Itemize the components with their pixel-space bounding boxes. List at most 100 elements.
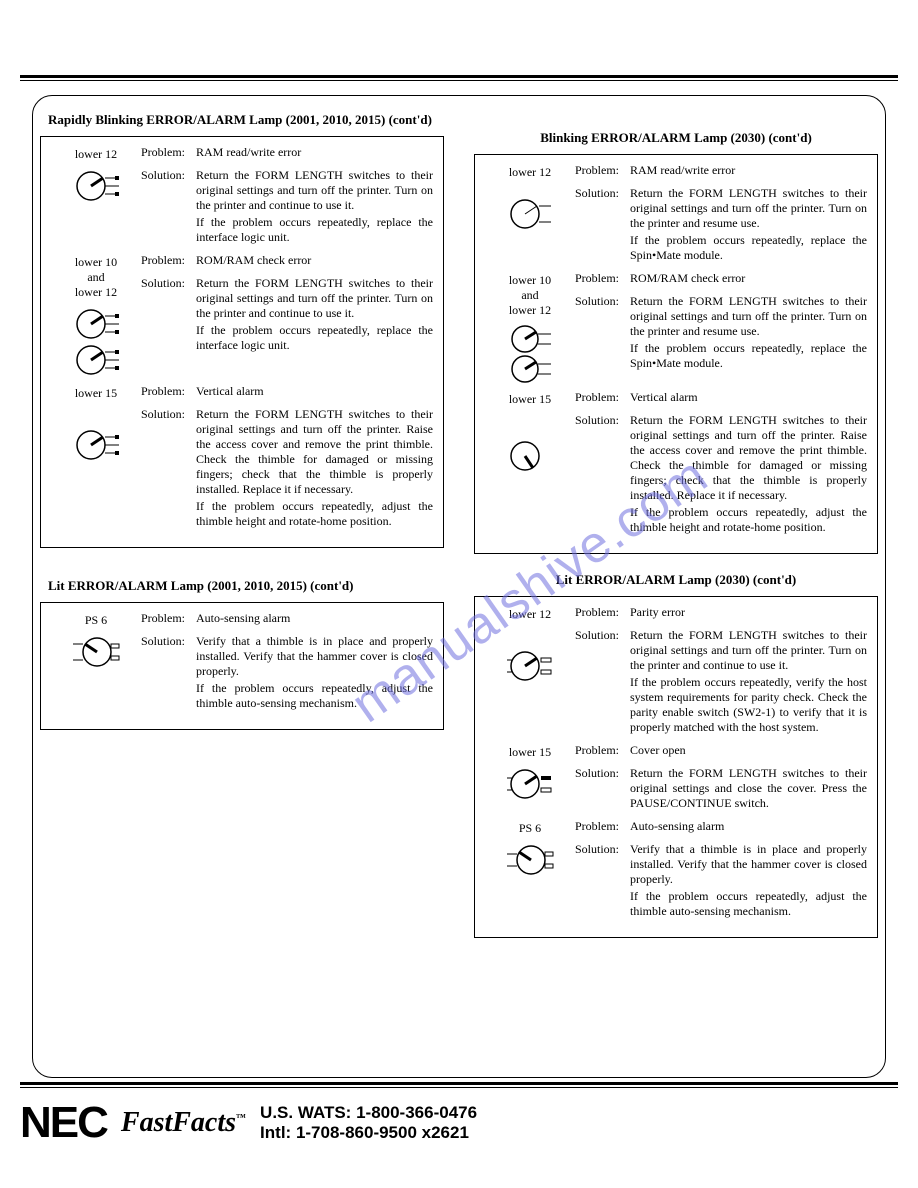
solution-label: Solution: [575,294,630,339]
problem-text: Cover open [630,743,867,758]
solution-label: Solution: [141,168,196,213]
solution-text: If the problem occurs repeatedly, adjust… [196,681,433,711]
entry: lower 12 Problem:RAM read/write error So… [485,163,867,265]
intl-label: Intl: [260,1123,291,1142]
solution-text: Return the FORM LENGTH switches to their… [196,407,433,497]
solution-label: Solution: [575,413,630,503]
dial-icon [503,766,557,802]
solution-text: Return the FORM LENGTH switches to their… [630,186,867,231]
entry: lower 15 Problem:Vertical alarm Solution… [51,384,433,531]
entry-right: Problem:Cover open Solution:Return the F… [575,743,867,813]
problem-label: Problem: [141,384,196,399]
entry-left: lower 12 [485,605,575,737]
position-label: lower 10 and lower 12 [51,255,141,300]
solution-label: Solution: [575,842,630,887]
entry-right: Problem:Vertical alarm Solution:Return t… [141,384,433,531]
entry-left: PS 6 [51,611,141,713]
problem-text: ROM/RAM check error [196,253,433,268]
solution-text: Return the FORM LENGTH switches to their… [630,628,867,673]
solution-text: Return the FORM LENGTH switches to their… [630,294,867,339]
problem-label: Problem: [141,253,196,268]
dial-icon [503,196,557,232]
solution-label: Solution: [141,407,196,497]
solution-text: Return the FORM LENGTH switches to their… [196,276,433,321]
entry-left: lower 12 [485,163,575,265]
dial-icon [69,427,123,463]
entry-right: Problem:ROM/RAM check error Solution:Ret… [575,271,867,384]
dial-icon [503,438,557,474]
problem-text: RAM read/write error [630,163,867,178]
wats-label: U.S. WATS: [260,1103,351,1122]
dial-icon [503,354,557,384]
problem-label: Problem: [141,611,196,626]
footer: NEC FastFacts™ U.S. WATS: 1-800-366-0476… [20,1098,898,1148]
solution-text: If the problem occurs repeatedly, replac… [630,341,867,371]
solution-text: If the problem occurs repeatedly, adjust… [630,889,867,919]
solution-text: Return the FORM LENGTH switches to their… [196,168,433,213]
dial-icon [69,634,123,670]
entry-right: Problem:Parity error Solution:Return the… [575,605,867,737]
entry: lower 12 Problem:Parity error Solution:R… [485,605,867,737]
dial-icon [69,306,123,342]
solution-text: If the problem occurs repeatedly, verify… [630,675,867,735]
right-column: Blinking ERROR/ALARM Lamp (2030) (cont'd… [474,100,878,1068]
solution-text: Return the FORM LENGTH switches to their… [630,413,867,503]
solution-text: If the problem occurs repeatedly, replac… [196,323,433,353]
solution-text: Return the FORM LENGTH switches to their… [630,766,867,811]
dial-icon [503,648,557,684]
entry: lower 12 Problem:RAM read/write error So… [51,145,433,247]
solution-label: Solution: [575,628,630,673]
position-label: lower 15 [51,386,141,401]
problem-text: Vertical alarm [630,390,867,405]
problem-label: Problem: [575,743,630,758]
problem-text: Vertical alarm [196,384,433,399]
phone-block: U.S. WATS: 1-800-366-0476 Intl: 1-708-86… [260,1103,477,1142]
top-rule [20,75,898,81]
entry-left: lower 12 [51,145,141,247]
entry-left: PS 6 [485,819,575,921]
position-label: lower 12 [51,147,141,162]
problem-text: Parity error [630,605,867,620]
fastfacts-logo: FastFacts™ [121,1107,246,1139]
entry: lower 15 Problem:Vertical alarm Solution… [485,390,867,537]
entry-right: Problem:Vertical alarm Solution:Return t… [575,390,867,537]
entry: PS 6 Problem:Auto-sensing alarm Solution… [51,611,433,713]
solution-text: If the problem occurs repeatedly, adjust… [630,505,867,535]
section-box: PS 6 Problem:Auto-sensing alarm Solution… [40,602,444,730]
entry-left: lower 15 [485,743,575,813]
intl-number: 1-708-860-9500 x2621 [296,1123,469,1142]
position-label: lower 12 [485,165,575,180]
solution-text: Verify that a thimble is in place and pr… [630,842,867,887]
solution-label: Solution: [141,276,196,321]
dial-icon [503,324,557,354]
entry-right: Problem:ROM/RAM check error Solution:Ret… [141,253,433,378]
position-label: lower 15 [485,392,575,407]
entry: lower 10 and lower 12 Problem:ROM/RAM ch… [51,253,433,378]
dial-icon [69,342,123,378]
position-label: PS 6 [485,821,575,836]
problem-label: Problem: [575,271,630,286]
entry-left: lower 10 and lower 12 [485,271,575,384]
content-columns: Rapidly Blinking ERROR/ALARM Lamp (2001,… [40,100,878,1068]
section-box: lower 12 Problem:RAM read/write error So… [474,154,878,554]
problem-label: Problem: [575,605,630,620]
section-box: lower 12 Problem:Parity error Solution:R… [474,596,878,938]
dial-icon [69,168,123,204]
section-title: Rapidly Blinking ERROR/ALARM Lamp (2001,… [48,112,444,128]
solution-label: Solution: [575,186,630,231]
solution-label: Solution: [141,634,196,679]
problem-text: RAM read/write error [196,145,433,160]
entry-right: Problem:RAM read/write error Solution:Re… [575,163,867,265]
entry: lower 10 and lower 12 Problem:ROM/RAM ch… [485,271,867,384]
nec-logo: NEC [20,1098,107,1148]
entry: PS 6 Problem:Auto-sensing alarm Solution… [485,819,867,921]
section-title: Blinking ERROR/ALARM Lamp (2030) (cont'd… [474,130,878,146]
solution-text: Verify that a thimble is in place and pr… [196,634,433,679]
left-column: Rapidly Blinking ERROR/ALARM Lamp (2001,… [40,100,444,1068]
entry-right: Problem:Auto-sensing alarm Solution:Veri… [575,819,867,921]
problem-label: Problem: [141,145,196,160]
solution-label: Solution: [575,766,630,811]
problem-text: Auto-sensing alarm [196,611,433,626]
position-label: lower 12 [485,607,575,622]
dial-icon [503,842,557,878]
